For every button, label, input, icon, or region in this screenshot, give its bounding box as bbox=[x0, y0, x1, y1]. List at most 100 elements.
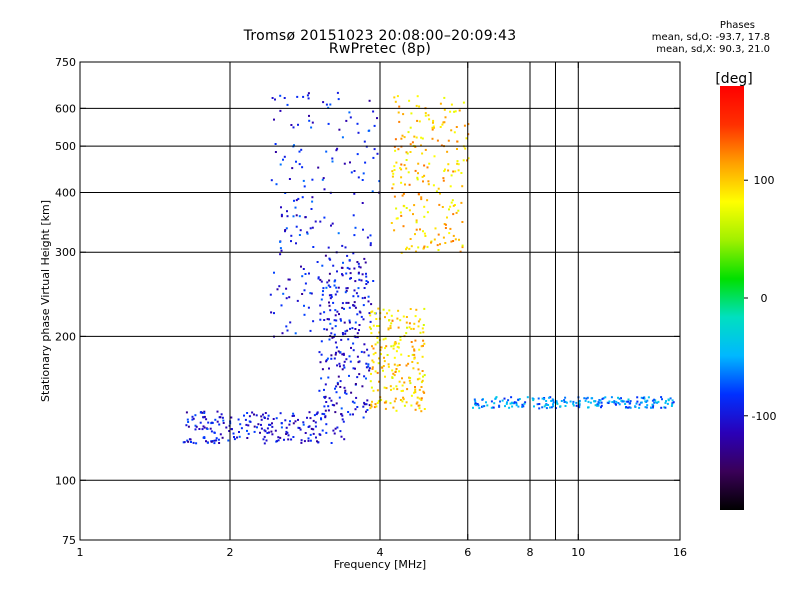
data-point bbox=[387, 327, 390, 330]
data-point bbox=[398, 370, 401, 373]
data-point bbox=[406, 388, 409, 391]
data-point bbox=[199, 411, 202, 414]
data-point bbox=[308, 114, 310, 117]
data-point bbox=[370, 403, 373, 406]
data-point bbox=[284, 419, 287, 422]
data-point bbox=[401, 194, 404, 197]
data-point bbox=[628, 402, 631, 405]
data-point bbox=[398, 364, 401, 366]
data-point bbox=[374, 370, 377, 373]
data-point bbox=[449, 227, 452, 230]
data-point bbox=[330, 354, 333, 357]
data-point bbox=[352, 413, 354, 416]
data-point bbox=[339, 318, 342, 321]
data-point bbox=[405, 364, 408, 367]
data-point bbox=[330, 357, 333, 360]
data-point bbox=[386, 312, 388, 315]
data-point bbox=[330, 399, 333, 402]
data-point bbox=[501, 399, 504, 402]
data-point bbox=[289, 321, 292, 324]
data-point bbox=[365, 280, 368, 282]
data-point bbox=[345, 287, 348, 290]
chart-title-line1: Tromsø 20151023 20:08:00–20:09:43 bbox=[243, 28, 517, 44]
data-point bbox=[300, 148, 303, 151]
data-point bbox=[454, 204, 456, 206]
data-point bbox=[327, 409, 330, 412]
data-point bbox=[331, 327, 334, 330]
data-point bbox=[194, 428, 197, 431]
data-point bbox=[420, 381, 423, 384]
data-point bbox=[572, 400, 575, 403]
data-point bbox=[400, 353, 403, 356]
data-point bbox=[393, 165, 396, 168]
data-point bbox=[450, 201, 453, 204]
data-point bbox=[439, 192, 441, 195]
data-point bbox=[371, 310, 374, 313]
data-point bbox=[660, 406, 663, 409]
data-point bbox=[647, 396, 650, 399]
data-point bbox=[510, 401, 513, 404]
data-point bbox=[538, 407, 541, 410]
data-point bbox=[536, 403, 539, 406]
data-point bbox=[550, 406, 553, 409]
data-point bbox=[353, 234, 356, 237]
data-point bbox=[397, 309, 400, 312]
data-point bbox=[309, 329, 312, 332]
data-point bbox=[517, 405, 520, 408]
data-point bbox=[194, 424, 197, 427]
data-point bbox=[408, 183, 411, 186]
data-point bbox=[617, 396, 619, 399]
data-point bbox=[382, 308, 385, 311]
data-point bbox=[657, 400, 660, 403]
data-point bbox=[460, 201, 463, 204]
data-point bbox=[334, 427, 337, 430]
data-point bbox=[394, 397, 397, 400]
data-point bbox=[357, 287, 360, 290]
data-point bbox=[335, 385, 338, 388]
data-point bbox=[307, 439, 310, 442]
data-point bbox=[444, 227, 447, 229]
data-point bbox=[413, 353, 416, 356]
data-point bbox=[279, 436, 282, 439]
data-point bbox=[325, 431, 328, 434]
data-point bbox=[411, 361, 414, 363]
data-point bbox=[321, 429, 324, 432]
data-point bbox=[279, 163, 282, 166]
data-point bbox=[202, 436, 205, 439]
data-point bbox=[358, 265, 361, 268]
data-point bbox=[246, 437, 249, 439]
data-point bbox=[393, 229, 396, 232]
data-point bbox=[413, 322, 416, 325]
data-point bbox=[436, 244, 439, 247]
data-point bbox=[393, 145, 396, 148]
data-point bbox=[353, 192, 356, 195]
data-point bbox=[651, 399, 654, 402]
data-point bbox=[363, 351, 366, 354]
data-point bbox=[347, 338, 350, 341]
data-point bbox=[586, 396, 589, 399]
data-point bbox=[420, 198, 423, 201]
data-point bbox=[372, 110, 375, 113]
data-point bbox=[286, 329, 289, 332]
data-point bbox=[336, 426, 339, 429]
data-point bbox=[299, 428, 302, 431]
data-point bbox=[306, 231, 309, 234]
data-point bbox=[481, 405, 484, 408]
data-point bbox=[444, 116, 447, 119]
data-points-layer bbox=[182, 91, 675, 445]
data-point bbox=[450, 129, 453, 132]
data-point bbox=[323, 405, 326, 408]
data-point bbox=[345, 272, 348, 275]
data-point bbox=[267, 414, 270, 417]
data-point bbox=[323, 328, 326, 331]
data-point bbox=[280, 422, 283, 425]
data-point bbox=[357, 262, 360, 265]
data-point bbox=[323, 319, 326, 321]
data-point bbox=[428, 118, 431, 121]
data-point bbox=[369, 327, 372, 330]
data-point bbox=[302, 179, 305, 182]
data-point bbox=[506, 401, 508, 404]
data-point bbox=[450, 174, 453, 177]
data-point bbox=[370, 386, 373, 389]
data-point bbox=[625, 400, 628, 403]
